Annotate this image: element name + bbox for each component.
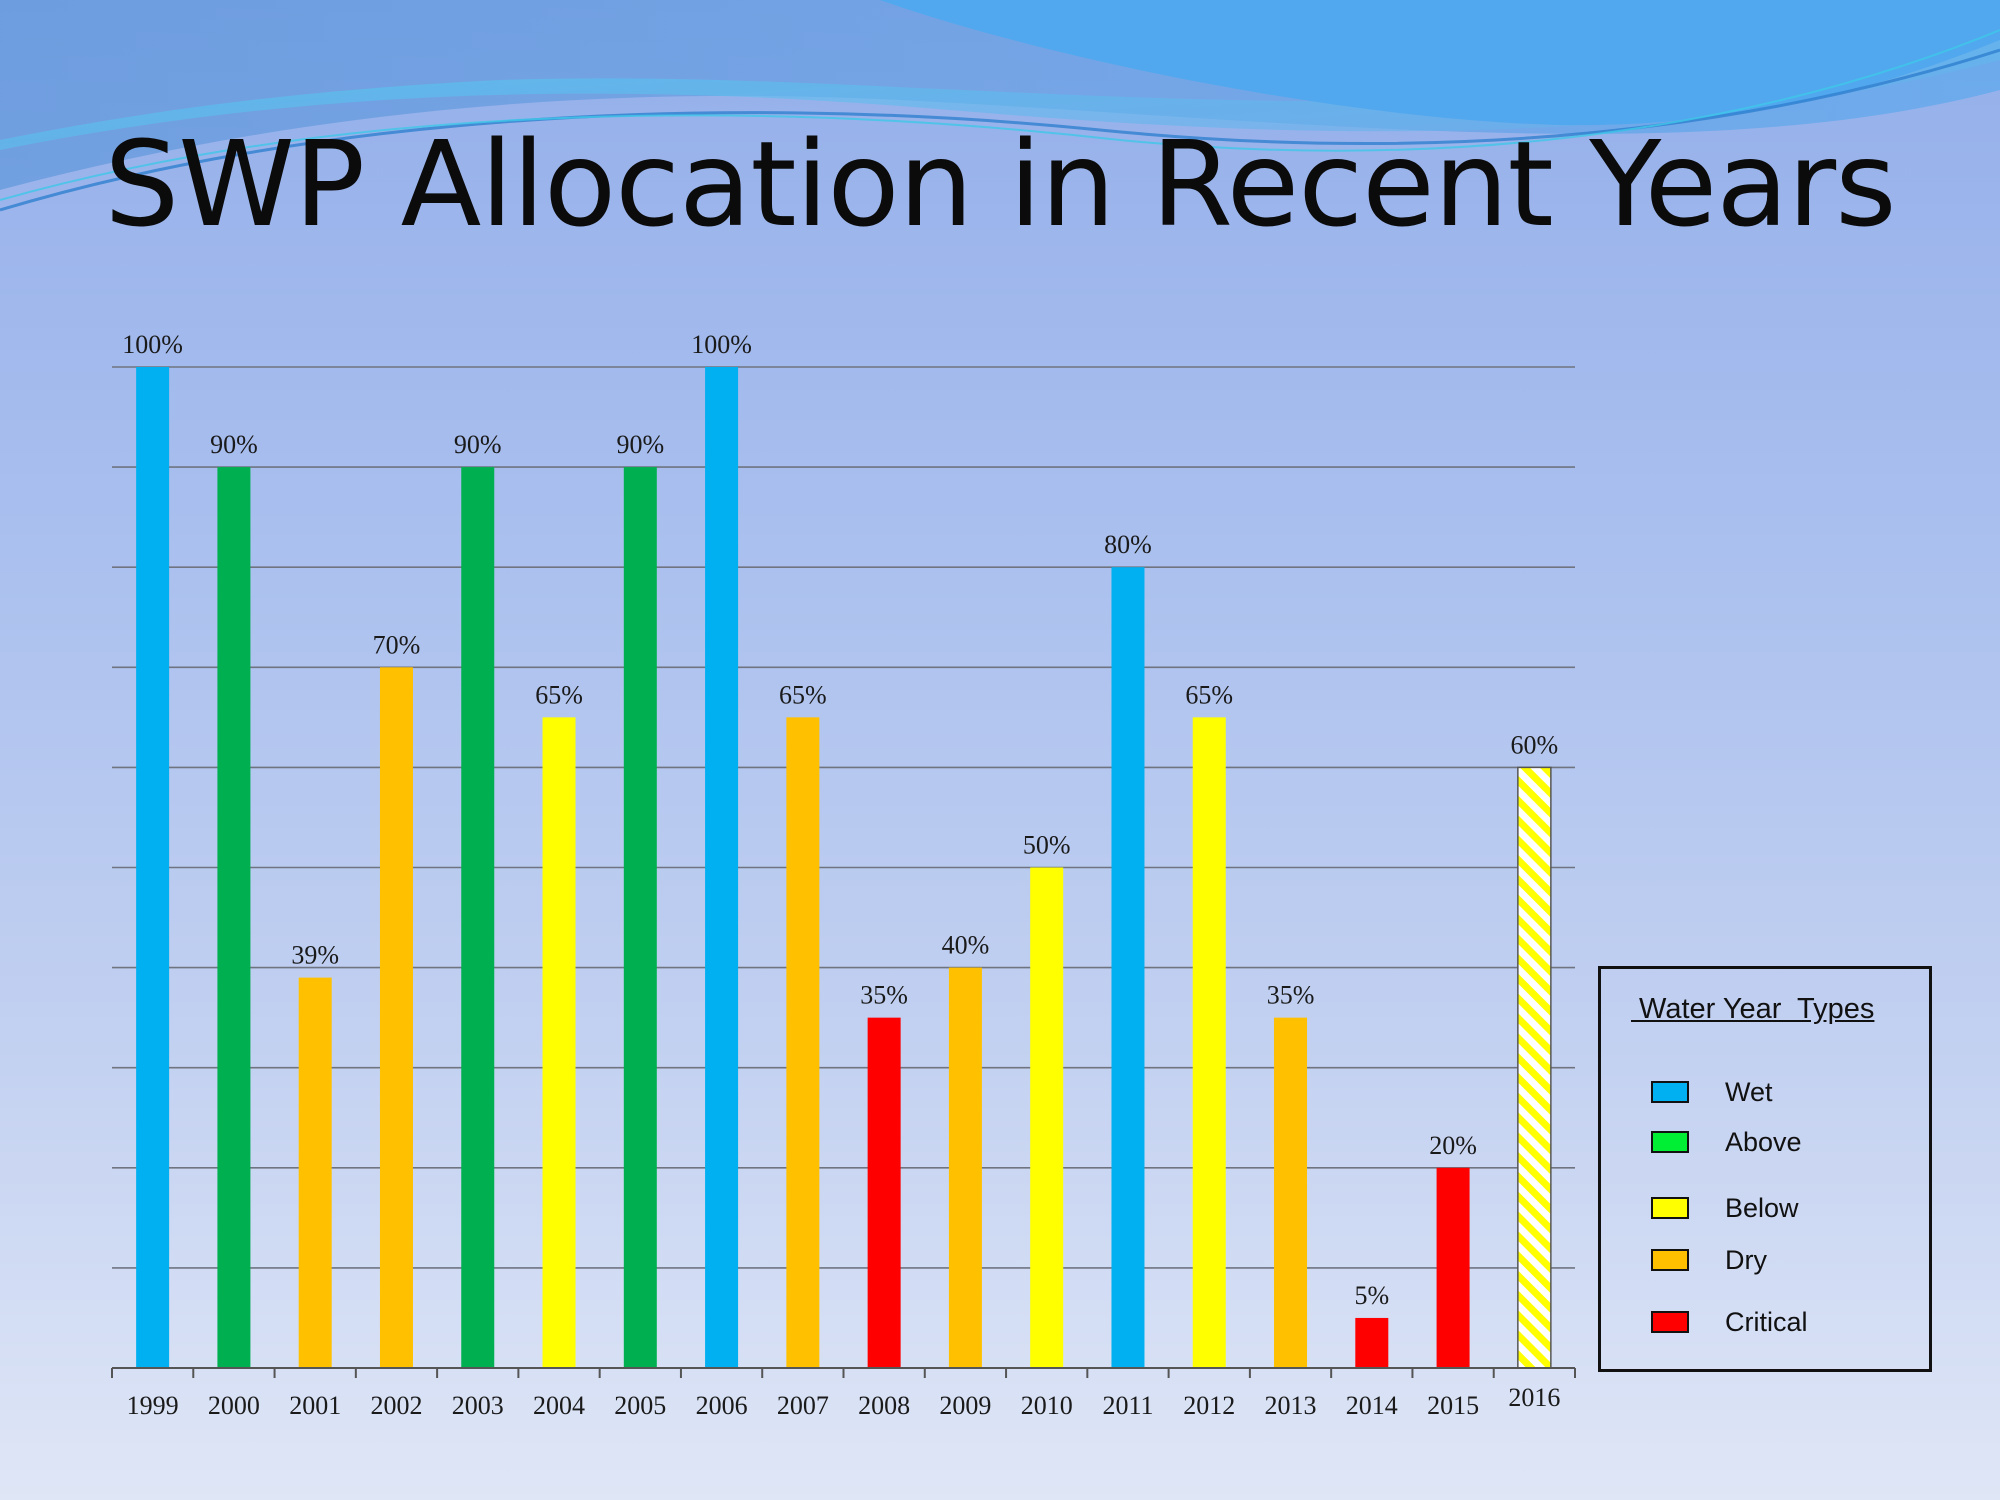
legend: Water Year Types Wet Above Below Dry Cri… — [1598, 966, 1932, 1372]
value-label-2014: 5% — [1354, 1281, 1389, 1310]
x-tick-label-2003: 2003 — [452, 1391, 504, 1420]
value-label-2009: 40% — [942, 931, 990, 960]
legend-label-critical: Critical — [1725, 1307, 1808, 1337]
x-tick-label-2006: 2006 — [696, 1391, 748, 1420]
x-tick-label-2008: 2008 — [858, 1391, 910, 1420]
x-tick-label-2009: 2009 — [939, 1391, 991, 1420]
value-label-2016: 60% — [1511, 730, 1559, 759]
value-label-2005: 90% — [616, 430, 664, 459]
bar-2003 — [461, 467, 495, 1369]
x-tick-label-2011: 2011 — [1102, 1391, 1153, 1420]
value-label-2013: 35% — [1267, 981, 1315, 1010]
value-label-2004: 65% — [535, 680, 583, 709]
bar-2012 — [1192, 717, 1226, 1368]
bar-2001 — [298, 977, 332, 1368]
bar-2009 — [948, 967, 982, 1368]
x-tick-label-2012: 2012 — [1183, 1391, 1235, 1420]
x-tick-label-2000: 2000 — [208, 1391, 260, 1420]
value-label-2001: 39% — [291, 941, 339, 970]
x-axis: 1999 2000 2001 2002 2003 2004 2005 2006 2007 2008… — [111, 1367, 1576, 1420]
bar-2014 — [1355, 1317, 1389, 1368]
value-label-2011: 80% — [1104, 530, 1152, 559]
value-label-1999: 100% — [122, 330, 183, 359]
x-tick-label-2010: 2010 — [1021, 1391, 1073, 1420]
grid-lines — [112, 366, 1575, 1269]
legend-label-dry: Dry — [1725, 1245, 1767, 1275]
background-wave — [0, 0, 2000, 212]
bar-2013 — [1274, 1017, 1308, 1368]
legend-swatch-above — [1651, 1131, 1689, 1153]
value-label-2015: 20% — [1429, 1131, 1477, 1160]
page-title: SWP Allocation in Recent Years — [104, 115, 1896, 253]
legend-label-below: Below — [1725, 1193, 1799, 1223]
value-label-2002: 70% — [373, 630, 421, 659]
x-tick-label-1999: 1999 — [127, 1391, 179, 1420]
bar-2005 — [623, 467, 657, 1369]
bar-2010 — [1030, 867, 1064, 1368]
value-label-2008: 35% — [860, 981, 908, 1010]
bar-1999 — [136, 367, 170, 1368]
value-label-2007: 65% — [779, 680, 827, 709]
legend-title: Water Year Types — [1631, 993, 1875, 1025]
bars — [136, 367, 1552, 1369]
value-label-2003: 90% — [454, 430, 502, 459]
x-tick-label-2013: 2013 — [1265, 1391, 1317, 1420]
x-tick-label-2004: 2004 — [533, 1391, 585, 1420]
value-label-2010: 50% — [1023, 831, 1071, 860]
bar-2016 — [1517, 766, 1552, 1369]
x-tick-label-2001: 2001 — [289, 1391, 341, 1420]
bar-2015 — [1436, 1167, 1470, 1368]
legend-swatch-critical — [1651, 1311, 1689, 1333]
x-tick-label-2007: 2007 — [777, 1391, 829, 1420]
bar-2000 — [217, 467, 251, 1369]
bar-2002 — [379, 667, 413, 1368]
x-tick-label-2014: 2014 — [1346, 1391, 1398, 1420]
bar-2007 — [786, 717, 820, 1368]
x-tick-label-2015: 2015 — [1427, 1391, 1479, 1420]
legend-swatch-below — [1651, 1197, 1689, 1219]
x-tick-label-2016: 2016 — [1508, 1383, 1560, 1412]
value-label-2000: 90% — [210, 430, 258, 459]
x-tick-label-2002: 2002 — [370, 1391, 422, 1420]
value-labels: 100% 90% 39% 70% 90% 65% 90% 100% 65% 35% 40% 50% 80… — [122, 330, 1558, 1310]
value-label-2006: 100% — [691, 330, 752, 359]
bar-2006 — [705, 367, 739, 1368]
legend-label-above: Above — [1725, 1127, 1802, 1157]
legend-label-wet: Wet — [1725, 1077, 1773, 1107]
bar-2011 — [1111, 567, 1145, 1368]
legend-swatch-dry — [1651, 1249, 1689, 1271]
value-label-2012: 65% — [1185, 680, 1233, 709]
x-tick-label-2005: 2005 — [614, 1391, 666, 1420]
bar-2004 — [542, 717, 576, 1368]
legend-swatch-wet — [1651, 1081, 1689, 1103]
bar-2008 — [867, 1017, 901, 1368]
